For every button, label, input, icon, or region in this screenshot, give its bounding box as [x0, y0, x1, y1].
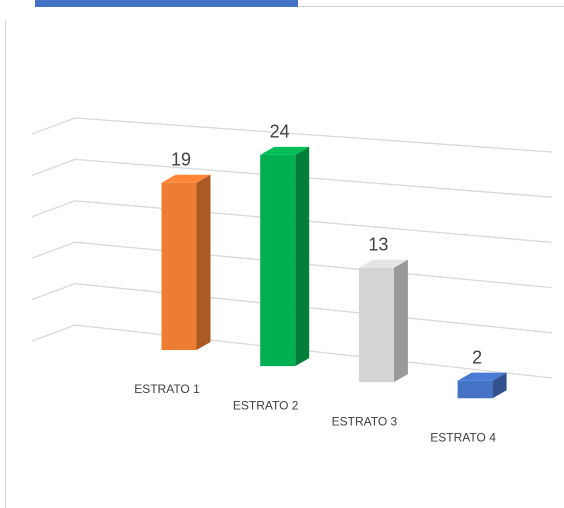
grid-line [31, 200, 553, 244]
bar-side [393, 259, 408, 383]
bar-side [492, 372, 507, 399]
bar-top [358, 259, 408, 268]
bar [260, 154, 296, 367]
x-tick-label: ESTRATO 3 [332, 414, 398, 428]
bar-top [457, 372, 507, 381]
bar-top [161, 174, 211, 183]
bar-top [260, 146, 310, 155]
value-label: 13 [368, 235, 388, 255]
grid-line [31, 158, 553, 198]
bar [457, 380, 493, 399]
bar-side [196, 174, 211, 350]
grid-line [31, 117, 553, 153]
value-label: 2 [472, 347, 482, 367]
x-tick-label: ESTRATO 4 [430, 430, 496, 444]
x-tick-label: ESTRATO 1 [134, 382, 200, 396]
x-tick-label: ESTRATO 2 [233, 398, 299, 412]
bar [161, 182, 197, 350]
bar-side [295, 146, 310, 367]
value-label: 24 [270, 122, 290, 142]
bar [358, 267, 394, 383]
value-label: 19 [171, 150, 191, 170]
grid [31, 117, 553, 379]
bars: 19 ESTRATO 1 24 ESTRATO 2 13 ESTRATO 3 2 ESTRAT… [134, 122, 507, 444]
tab-header [35, 0, 298, 7]
